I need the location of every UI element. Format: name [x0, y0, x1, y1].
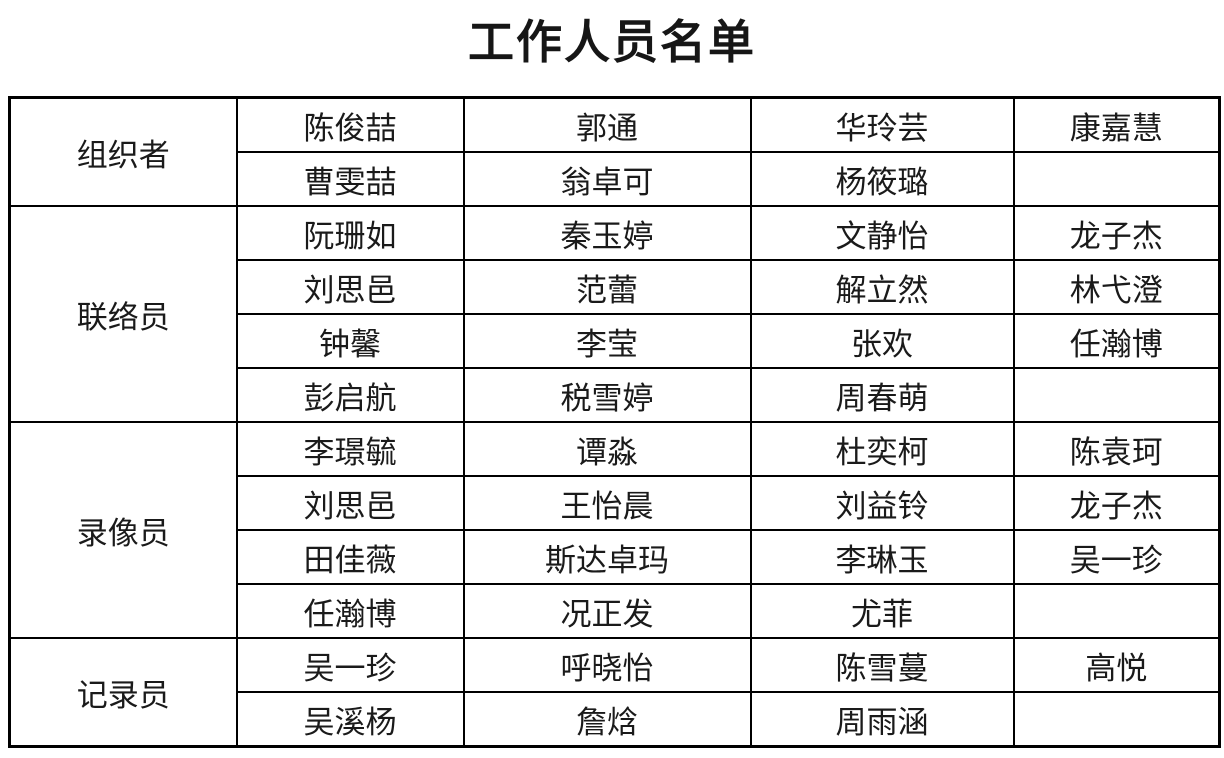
name-cell: 阮珊如	[235, 205, 465, 261]
name-cell: 范蕾	[462, 259, 752, 315]
empty-cell	[1012, 583, 1221, 639]
name-cell: 龙子杰	[1012, 205, 1221, 261]
name-cell: 康嘉慧	[1012, 96, 1221, 153]
name-cell: 任瀚博	[1012, 313, 1221, 369]
table-row: 刘思邑 范蕾 解立然 林弋澄	[10, 259, 1221, 315]
name-cell: 谭淼	[462, 421, 752, 477]
name-cell: 高悦	[1012, 637, 1221, 693]
name-cell: 吴一珍	[1012, 529, 1221, 585]
name-cell: 华玲芸	[749, 96, 1015, 153]
staff-table-body: 组织者 陈俊喆 郭通 华玲芸 康嘉慧 曹雯喆 翁卓可 杨筱璐 联络员 阮珊如 秦玉婷 文静怡 龙子杰 刘思…	[8, 96, 1221, 748]
table-row: 组织者 陈俊喆 郭通 华玲芸 康嘉慧	[8, 96, 1221, 207]
name-cell: 刘思邑	[235, 259, 465, 315]
name-cell: 解立然	[749, 259, 1015, 315]
name-cell: 李璟毓	[235, 421, 465, 477]
empty-cell	[1012, 691, 1221, 748]
table-row: 钟馨 李莹 张欢 任瀚博	[10, 313, 1221, 369]
name-cell: 文静怡	[749, 205, 1015, 261]
name-cell: 呼晓怡	[462, 637, 752, 693]
name-cell: 税雪婷	[462, 367, 752, 423]
table-row: 彭启航 税雪婷 周春萌	[10, 367, 1221, 423]
empty-cell	[1012, 151, 1221, 207]
name-cell: 詹焓	[462, 691, 752, 748]
name-cell: 斯达卓玛	[462, 529, 752, 585]
name-cell: 王怡晨	[462, 475, 752, 531]
name-cell: 曹雯喆	[235, 151, 465, 207]
name-cell: 田佳薇	[235, 529, 465, 585]
name-cell: 林弋澄	[1012, 259, 1221, 315]
name-cell: 吴一珍	[235, 637, 465, 693]
name-cell: 周雨涵	[749, 691, 1015, 748]
name-cell: 况正发	[462, 583, 752, 639]
name-cell: 郭通	[462, 96, 752, 153]
table-row: 刘思邑 王怡晨 刘益铃 龙子杰	[10, 475, 1221, 531]
name-cell: 钟馨	[235, 313, 465, 369]
name-cell: 周春萌	[749, 367, 1015, 423]
name-cell: 吴溪杨	[235, 691, 465, 748]
name-cell: 陈俊喆	[235, 96, 465, 153]
name-cell: 刘益铃	[749, 475, 1015, 531]
name-cell: 秦玉婷	[462, 205, 752, 261]
role-cell-1: 联络员	[8, 205, 238, 423]
name-cell: 陈袁珂	[1012, 421, 1221, 477]
staff-table: 组织者 陈俊喆 郭通 华玲芸 康嘉慧 曹雯喆 翁卓可 杨筱璐 联络员 阮珊如 秦玉婷 文静怡 龙子杰 刘思…	[8, 96, 1221, 748]
table-row: 田佳薇 斯达卓玛 李琳玉 吴一珍	[10, 529, 1221, 585]
name-cell: 杜奕柯	[749, 421, 1015, 477]
table-row: 记录员 吴一珍 呼晓怡 陈雪蔓 高悦	[8, 637, 1221, 748]
name-cell: 刘思邑	[235, 475, 465, 531]
role-cell-0: 组织者	[8, 96, 238, 207]
page: 工作人员名单 组织者 陈俊喆 郭通 华玲芸 康嘉慧 曹雯喆 翁卓可 杨筱璐 联络员 阮珊如 秦玉婷文…	[0, 10, 1224, 758]
name-cell: 翁卓可	[462, 151, 752, 207]
table-row: 录像员 李璟毓 谭淼 杜奕柯 陈袁珂	[8, 421, 1221, 639]
name-cell: 杨筱璐	[749, 151, 1015, 207]
name-cell: 李莹	[462, 313, 752, 369]
empty-cell	[1012, 367, 1221, 423]
name-cell: 任瀚博	[235, 583, 465, 639]
name-cell: 尤菲	[749, 583, 1015, 639]
name-cell: 张欢	[749, 313, 1015, 369]
role-cell-3: 记录员	[8, 637, 238, 748]
page-title: 工作人员名单	[468, 16, 756, 68]
table-row: 吴溪杨 詹焓 周雨涵	[10, 691, 1221, 748]
name-cell: 李琳玉	[749, 529, 1015, 585]
table-row: 联络员 阮珊如 秦玉婷 文静怡 龙子杰	[8, 205, 1221, 423]
name-cell: 彭启航	[235, 367, 465, 423]
table-row: 任瀚博 况正发 尤菲	[10, 583, 1221, 639]
table-row: 曹雯喆 翁卓可 杨筱璐	[10, 151, 1221, 207]
name-cell: 龙子杰	[1012, 475, 1221, 531]
role-cell-2: 录像员	[8, 421, 238, 639]
name-cell: 陈雪蔓	[749, 637, 1015, 693]
